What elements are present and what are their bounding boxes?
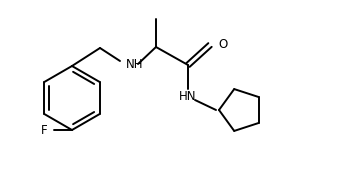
Text: HN: HN: [179, 89, 197, 102]
Text: F: F: [41, 124, 48, 136]
Text: NH: NH: [126, 58, 144, 72]
Text: O: O: [218, 38, 227, 50]
